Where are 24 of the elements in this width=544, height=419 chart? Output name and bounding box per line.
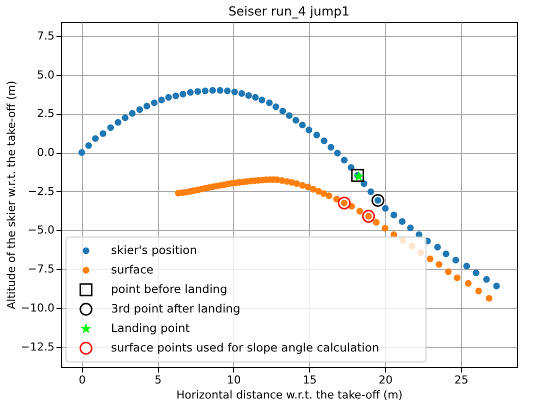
legend-label: Landing point bbox=[111, 320, 190, 335]
x-axis-title: Horizontal distance w.r.t. the take-off (m) bbox=[176, 388, 403, 402]
legend-label: skier's position bbox=[111, 242, 198, 257]
x-tick-label: 20 bbox=[378, 374, 393, 386]
y-tick-label: −5.0 bbox=[28, 224, 54, 237]
y-tick-label: 7.5 bbox=[37, 29, 54, 42]
x-tick-label: 10 bbox=[226, 374, 241, 386]
y-axis-title: Altitude of the skier w.r.t. the take-off (m) bbox=[4, 80, 18, 310]
y-tick-label: 0.0 bbox=[37, 146, 54, 160]
y-tick-label: −12.5 bbox=[20, 340, 54, 354]
y-tick-label: 5.0 bbox=[37, 68, 54, 82]
y-tick-label: −10.0 bbox=[20, 301, 54, 314]
x-tick-label: 5 bbox=[154, 374, 162, 386]
legend-label: surface points used for slope angle calculation bbox=[111, 340, 380, 354]
y-tick-label: −7.5 bbox=[28, 262, 54, 276]
chart-title: Seiser run_4 jump1 bbox=[228, 4, 350, 18]
y-tick-label: 2.5 bbox=[37, 107, 54, 120]
legend-label: 3rd point after landing bbox=[111, 301, 240, 316]
x-tick-label: 0 bbox=[78, 374, 86, 386]
y-tick-label: −2.5 bbox=[28, 184, 54, 198]
legend-label: point before landing bbox=[111, 282, 228, 296]
x-tick-label: 15 bbox=[302, 374, 317, 386]
x-tick-label: 25 bbox=[454, 374, 468, 386]
legend-label: surface bbox=[111, 262, 154, 276]
